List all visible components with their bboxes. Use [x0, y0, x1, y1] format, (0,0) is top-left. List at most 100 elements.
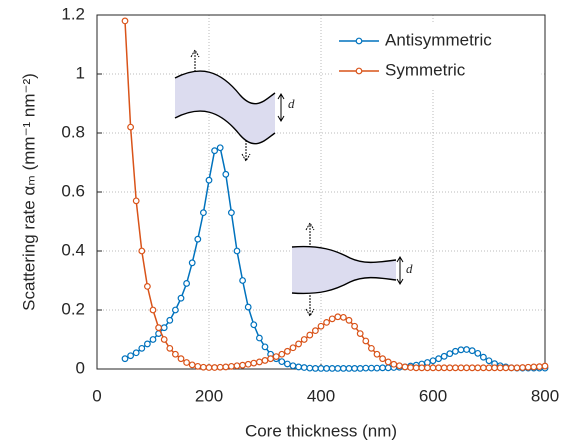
- marker: [194, 362, 202, 370]
- marker: [160, 336, 168, 343]
- inset-line: [291, 276, 397, 295]
- marker: [199, 209, 207, 217]
- marker: [121, 355, 129, 363]
- marker: [491, 364, 499, 372]
- marker: [127, 352, 135, 360]
- y-tick-label: 0.2: [61, 299, 85, 318]
- y-tick-label: 0.8: [61, 122, 85, 141]
- marker: [138, 247, 146, 255]
- marker: [351, 322, 359, 330]
- inset-line: [291, 245, 397, 264]
- marker: [373, 364, 381, 372]
- marker: [519, 364, 526, 371]
- marker: [524, 363, 532, 371]
- marker: [199, 363, 207, 371]
- marker: [334, 365, 342, 372]
- y-tick-label: 1: [76, 63, 85, 82]
- marker: [362, 337, 370, 345]
- marker: [256, 334, 263, 342]
- marker: [452, 364, 459, 372]
- y-tick-label: 1.2: [61, 4, 85, 23]
- marker: [188, 259, 196, 267]
- annotation: d: [288, 96, 295, 111]
- marker: [373, 350, 381, 358]
- marker: [239, 361, 247, 369]
- inset-arrow: [305, 221, 315, 318]
- marker: [384, 358, 392, 366]
- marker: [177, 294, 185, 302]
- marker: [468, 364, 476, 372]
- y-axis-label: Scattering rate αₘ (mm⁻¹ nm⁻²): [19, 73, 38, 311]
- marker: [541, 362, 549, 370]
- marker: [138, 344, 146, 352]
- inset-fill: [175, 71, 275, 144]
- marker: [233, 247, 241, 255]
- inset-fill: [292, 246, 396, 294]
- marker: [418, 364, 426, 372]
- marker: [362, 364, 370, 372]
- marker: [440, 364, 448, 372]
- marker: [143, 340, 151, 348]
- marker: [194, 235, 202, 243]
- marker: [446, 350, 454, 358]
- marker: [345, 365, 353, 372]
- marker: [323, 318, 331, 326]
- marker: [530, 363, 538, 371]
- marker: [306, 331, 314, 339]
- marker: [239, 277, 247, 284]
- marker: [429, 357, 437, 365]
- legend-label: Antisymmetric: [385, 30, 492, 49]
- marker: [222, 170, 230, 178]
- marker: [250, 359, 258, 367]
- x-tick-label: 0: [92, 386, 101, 405]
- marker: [457, 364, 465, 372]
- legend-label: Symmetric: [385, 60, 466, 79]
- marker: [233, 362, 241, 370]
- marker: [480, 364, 487, 372]
- legend-marker: [355, 67, 363, 75]
- marker: [211, 364, 219, 371]
- marker: [300, 364, 308, 371]
- marker: [149, 306, 157, 314]
- marker: [356, 330, 364, 338]
- marker: [166, 316, 174, 324]
- marker: [384, 364, 392, 372]
- marker: [222, 363, 230, 371]
- marker: [340, 365, 347, 372]
- marker: [132, 197, 140, 205]
- marker: [289, 344, 297, 352]
- marker: [132, 349, 140, 357]
- marker: [278, 358, 286, 366]
- marker: [463, 364, 471, 372]
- inset-line: [174, 110, 276, 145]
- marker: [295, 363, 303, 371]
- marker: [284, 347, 291, 355]
- marker: [345, 316, 353, 324]
- marker: [171, 350, 179, 358]
- marker: [508, 364, 515, 372]
- marker: [289, 362, 297, 370]
- marker: [306, 364, 314, 372]
- marker: [368, 344, 375, 352]
- marker: [244, 303, 252, 311]
- marker: [468, 347, 476, 355]
- marker: [463, 346, 471, 353]
- marker: [474, 364, 482, 372]
- marker: [244, 360, 252, 368]
- marker: [155, 324, 163, 332]
- marker: [227, 362, 235, 370]
- marker: [412, 364, 420, 372]
- marker: [227, 209, 235, 217]
- marker: [440, 352, 448, 360]
- marker: [312, 365, 319, 372]
- marker: [121, 17, 129, 25]
- marker: [267, 355, 275, 363]
- x-tick-label: 400: [307, 386, 335, 405]
- marker: [205, 176, 213, 184]
- marker: [312, 327, 319, 335]
- marker: [149, 336, 157, 343]
- marker: [502, 364, 510, 372]
- marker: [317, 322, 325, 330]
- marker: [300, 336, 308, 343]
